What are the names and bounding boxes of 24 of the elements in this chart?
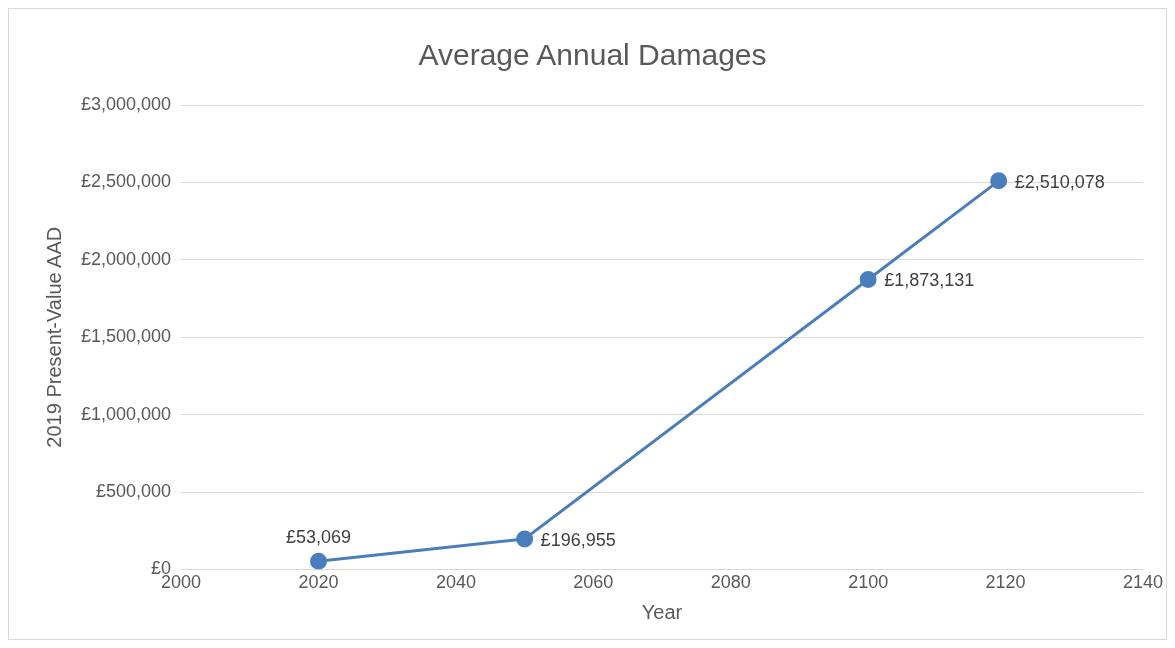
- y-tick-label: £1,000,000: [80, 403, 172, 424]
- x-tick-label: 2020: [298, 572, 339, 593]
- x-axis-title: Year: [641, 600, 683, 623]
- data-label: £2,510,078: [1014, 171, 1105, 192]
- x-tick-label: 2080: [710, 572, 751, 593]
- y-tick-label: £2,500,000: [80, 171, 172, 192]
- point: [516, 530, 534, 548]
- data-label: £196,955: [540, 529, 616, 550]
- x-tick-label: 2040: [435, 572, 476, 593]
- chart-title: Average Annual Damages: [418, 38, 767, 72]
- y-tick-label: £2,000,000: [80, 248, 172, 269]
- point: [859, 270, 877, 288]
- y-axis-title: 2019 Present-Value AAD: [42, 226, 65, 448]
- point: [310, 552, 327, 570]
- y-tick-label: £500,000: [96, 480, 172, 501]
- x-tick-label: 2140: [1122, 572, 1163, 593]
- x-tick-label: 2060: [573, 572, 614, 593]
- x-tick-label: 2100: [848, 572, 889, 593]
- data-label: £1,873,131: [884, 270, 975, 291]
- y-tick-label: £1,500,000: [80, 326, 172, 347]
- y-tick-label: £3,000,000: [80, 93, 172, 114]
- data-label: £53,069: [285, 527, 352, 548]
- point: [990, 172, 1008, 190]
- x-tick-label: 2120: [985, 572, 1026, 593]
